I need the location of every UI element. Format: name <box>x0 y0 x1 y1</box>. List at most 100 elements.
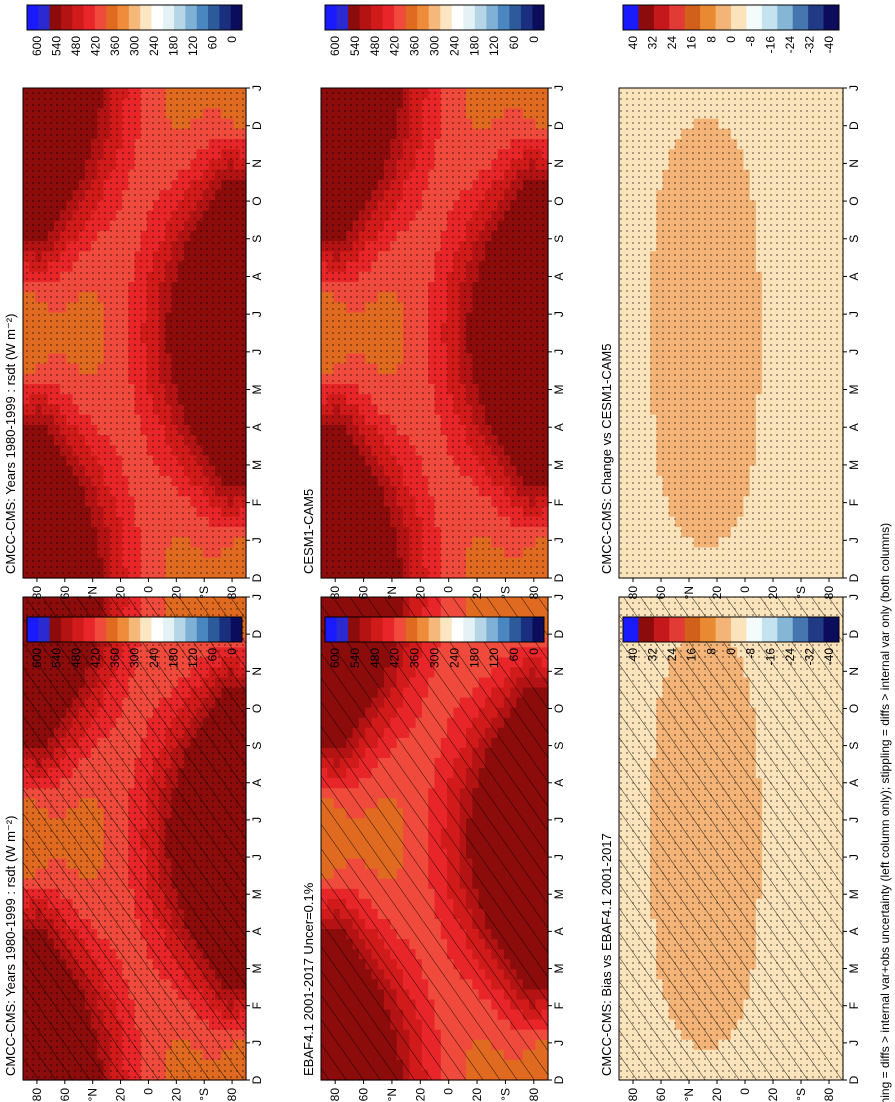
colorbar-swatch <box>230 5 243 30</box>
colorbar-tick-label: 600 <box>30 36 44 56</box>
colorbar-swatch <box>185 5 198 30</box>
month-tick-label: N <box>250 667 264 676</box>
month-tick-label: J <box>250 817 264 823</box>
colorbar-swatch <box>60 5 73 30</box>
latitude-tick-label: 80 <box>30 586 44 600</box>
month-tick-label: O <box>250 704 264 713</box>
colorbar-frame <box>26 616 243 643</box>
latitude-tick-label: 80 <box>225 1088 239 1102</box>
colorbar-swatch <box>94 617 107 642</box>
colorbar-swatch <box>27 5 39 30</box>
month-tick-label: M <box>250 385 264 395</box>
colorbar-swatch <box>196 617 209 642</box>
latitude-tick-label: 20 <box>114 586 128 600</box>
colorbar-tick-label: 360 <box>108 648 122 668</box>
colorbar-tick-label: 120 <box>186 36 200 56</box>
latitude-tick-label: 20 <box>169 586 183 600</box>
colorbar-tick-label: 0 <box>225 36 239 43</box>
latitude-tick-label: 0 <box>141 586 155 593</box>
latitude-tick-label: 80 <box>30 1088 44 1102</box>
latitude-tick-label: °S <box>197 586 211 599</box>
plot-frame <box>22 87 247 579</box>
month-tick-label: J <box>250 349 264 355</box>
latitude-tick-label: °N <box>86 586 100 599</box>
month-tick-label: N <box>250 159 264 168</box>
colorbar-swatch <box>60 617 73 642</box>
plot-frame <box>22 596 247 1081</box>
month-tick-label: D <box>250 121 264 130</box>
colorbar-swatch <box>208 617 220 642</box>
latitude-tick-label: 20 <box>169 1088 183 1102</box>
colorbar-tick-label: 120 <box>186 648 200 668</box>
colorbar-swatch <box>94 5 107 30</box>
month-tick-label: D <box>250 573 264 582</box>
colorbar-swatch <box>219 5 232 30</box>
month-tick-label: D <box>250 1075 264 1084</box>
colorbar-swatch <box>106 617 119 642</box>
colorbar-tick-label: 420 <box>88 36 102 56</box>
colorbar-swatch <box>230 617 243 642</box>
colorbar-swatch <box>140 5 152 30</box>
month-tick-label: M <box>250 460 264 470</box>
latitude-tick-label: °N <box>86 1088 100 1101</box>
colorbar-frame <box>26 4 243 31</box>
colorbar-swatch <box>49 617 62 642</box>
colorbar-swatch <box>106 5 119 30</box>
colorbar-tick-label: 0 <box>225 648 239 655</box>
month-tick-label: S <box>250 235 264 243</box>
colorbar-swatch <box>27 617 39 642</box>
colorbar-tick-label: 240 <box>147 648 161 668</box>
panel-title: CMCC-CMS: Years 1980-1999 : rsdt (W m⁻²) <box>3 314 18 574</box>
colorbar: 600 540 480 420 360 300 240 180 120 60 0 <box>26 4 243 56</box>
latitude-axis: 80 60 °N 20 0 20 °S 80 <box>30 1080 239 1101</box>
latitude-tick-label: °S <box>197 1088 211 1101</box>
colorbar-swatch <box>140 617 152 642</box>
month-tick-label: A <box>250 927 264 935</box>
month-tick-label: F <box>250 1002 264 1009</box>
colorbar-tick-label: 480 <box>69 648 83 668</box>
colorbar-tick-label: 300 <box>128 648 142 668</box>
colorbar-tick-label: 180 <box>167 648 181 668</box>
colorbar-swatch <box>38 617 51 642</box>
colorbar-swatch <box>72 617 85 642</box>
latitude-tick-label: 60 <box>58 586 72 600</box>
colorbar-tick-label: 180 <box>167 36 181 56</box>
colorbar-swatch <box>151 617 164 642</box>
colorbar-swatch <box>83 617 96 642</box>
colorbar-tick-label: 600 <box>30 648 44 668</box>
colorbar-swatch <box>196 5 209 30</box>
colorbar-tick-label: 480 <box>69 36 83 56</box>
month-tick-label: J <box>250 1040 264 1046</box>
colorbar-tick-label: 360 <box>108 36 122 56</box>
month-tick-label: D <box>250 629 264 638</box>
colorbar-tick-label: 540 <box>49 36 63 56</box>
month-tick-label: J <box>250 537 264 543</box>
stippling-overlay <box>23 88 246 578</box>
colorbar: 600 540 480 420 360 300 240 180 120 60 0 <box>26 616 243 668</box>
colorbar-swatch <box>38 5 51 30</box>
colorbar-swatch <box>128 617 141 642</box>
panels: D J F M A M J J A S O N D J 80 60 °N 20 0 20 °S 80 CMCC-CMS: Y… <box>3 4 861 1101</box>
colorbar-swatch <box>117 5 130 30</box>
colorbar-swatch <box>208 5 220 30</box>
month-tick-label: J <box>250 854 264 860</box>
month-tick-label: S <box>250 742 264 750</box>
month-tick-label: J <box>250 594 264 600</box>
colorbar-tick-label: 300 <box>128 36 142 56</box>
month-tick-label: J <box>250 311 264 317</box>
latitude-tick-label: 80 <box>225 586 239 600</box>
panel-title: CMCC-CMS: Years 1980-1999 : rsdt (W m⁻²) <box>3 816 18 1076</box>
month-tick-label: A <box>250 779 264 787</box>
colorbar-swatch <box>174 5 186 30</box>
colorbar-swatch <box>162 617 175 642</box>
colorbar-tick-label: 60 <box>206 36 220 50</box>
latitude-tick-label: 20 <box>114 1088 128 1102</box>
colorbar-swatch <box>151 5 164 30</box>
colorbar-swatch <box>83 5 96 30</box>
colorbar-swatch <box>117 617 130 642</box>
latitude-tick-label: 0 <box>141 1088 155 1095</box>
